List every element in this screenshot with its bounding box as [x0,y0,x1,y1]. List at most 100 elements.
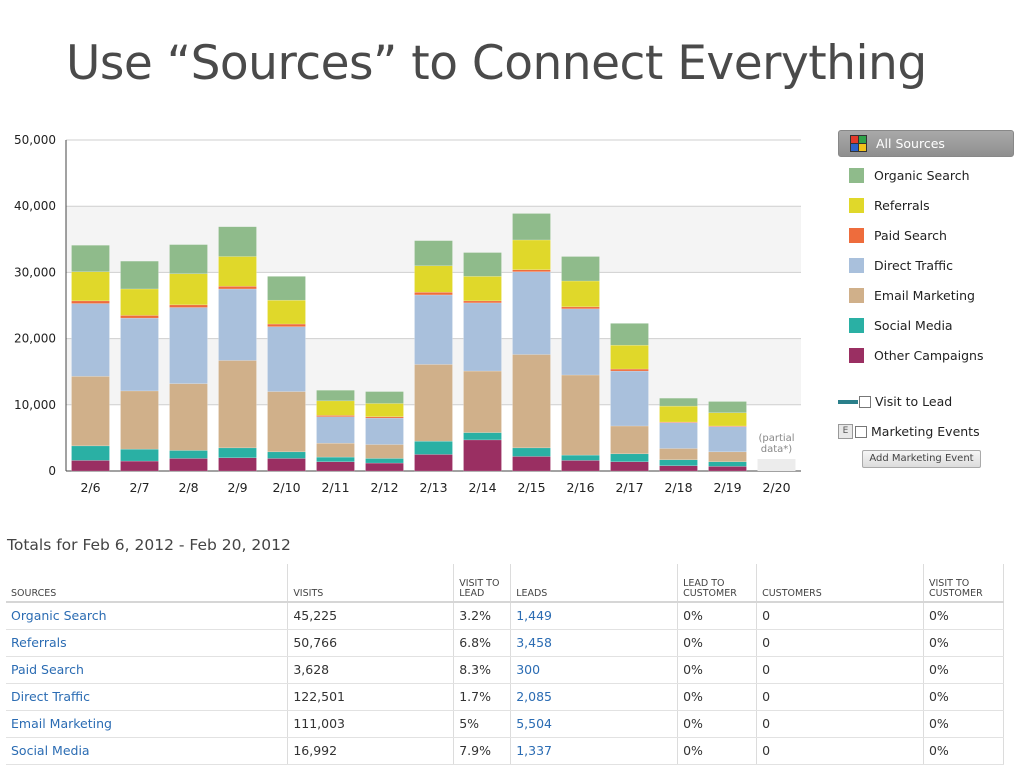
source-link[interactable]: Referrals [6,629,289,657]
event-icon: E [838,424,853,439]
bar-segment-referrals [463,276,502,302]
column-header-visits[interactable]: VISITS [287,564,455,603]
table-cell: 3,628 [287,656,455,684]
column-header-lead-to-customer[interactable]: LEAD TO CUSTOMER [677,564,758,603]
totals-table: SOURCES VISITS VISIT TO LEAD LEADS LEAD TO C… [6,564,1005,765]
leads-link[interactable]: 1,449 [510,602,679,630]
source-link[interactable]: Social Media [6,737,289,765]
bar-segment-referrals [365,403,404,417]
bar-segment-email-marketing [365,444,404,459]
table-cell: 111,003 [287,710,455,738]
legend-item-email-marketing[interactable]: Email Marketing [838,280,1014,310]
leads-link[interactable]: 300 [510,656,679,684]
visit-to-lead-toggle[interactable]: Visit to Lead [838,394,952,409]
table-cell: 45,225 [287,602,455,630]
table-cell: 0 [756,710,924,738]
x-tick-label: 2/13 [419,480,447,495]
leads-link[interactable]: 2,085 [510,683,679,711]
table-cell: 0% [923,629,1005,657]
bar-segment-referrals [218,256,257,287]
table-cell: 0% [923,683,1005,711]
column-header-visit-to-lead[interactable]: VISIT TO LEAD [453,564,512,603]
legend-all-sources-label: All Sources [876,136,945,151]
table-cell: 0% [677,629,758,657]
table-cell: 0% [677,602,758,630]
bar-segment-direct-traffic [659,422,698,449]
legend-all-sources[interactable]: All Sources [838,130,1014,157]
bar-segment-direct-traffic [708,426,747,453]
bar-segment-organic-search [365,391,404,404]
bar-segment-organic-search [169,244,208,274]
table-row: Social Media 16,992 7.9% 1,337 0% 0 0% [6,737,1005,765]
source-link[interactable]: Paid Search [6,656,289,684]
bar-segment-email-marketing [316,442,355,458]
bar-segment-email-marketing [218,360,257,449]
column-header-sources[interactable]: SOURCES [6,564,289,603]
leads-link[interactable]: 3,458 [510,629,679,657]
legend-swatch [849,197,864,213]
legend-item-direct-traffic[interactable]: Direct Traffic [838,250,1014,280]
table-cell: 6.8% [453,629,512,657]
leads-link[interactable]: 5,504 [510,710,679,738]
legend-label: Direct Traffic [874,257,953,273]
bar-segment-paid-search [414,292,453,296]
legend-item-referrals[interactable]: Referrals [838,190,1014,220]
table-cell: 0% [677,710,758,738]
table-cell: 0 [756,656,924,684]
x-tick-label: 2/7 [129,480,149,495]
bar-segment-social-media [414,440,453,455]
bar-segment-paid-search [463,300,502,304]
table-cell: 5% [453,710,512,738]
bar-segment-organic-search [218,226,257,257]
x-tick-label: 2/8 [178,480,198,495]
bar-segment-referrals [169,273,208,306]
table-cell: 0 [756,737,924,765]
bar-segment-paid-search [610,368,649,372]
legend-item-paid-search[interactable]: Paid Search [838,220,1014,250]
leads-link[interactable]: 1,337 [510,737,679,765]
x-tick-label: 2/10 [272,480,300,495]
bar-segment-email-marketing [267,391,306,453]
table-cell: 122,501 [287,683,455,711]
column-header-visit-to-customer[interactable]: VISIT TO CUSTOMER [923,564,1005,603]
bar-segment-referrals [267,299,306,325]
bar-segment-email-marketing [463,370,502,433]
bar-segment-referrals [659,405,698,423]
y-tick-label: 30,000 [14,265,56,279]
totals-table-wrapper: SOURCES VISITS VISIT TO LEAD LEADS LEAD TO C… [6,564,1005,765]
table-header-row: SOURCES VISITS VISIT TO LEAD LEADS LEAD TO C… [6,564,1005,603]
source-link[interactable]: Organic Search [6,602,289,630]
bar-segment-other-campaigns [659,465,698,472]
table-cell: 50,766 [287,629,455,657]
x-tick-label: 2/6 [80,480,100,495]
bar-segment-other-campaigns [169,458,208,472]
table-cell: 1.7% [453,683,512,711]
source-link[interactable]: Direct Traffic [6,683,289,711]
column-header-leads[interactable]: LEADS [510,564,679,603]
bar-segment-paid-search [120,315,159,319]
visit-to-lead-checkbox[interactable] [859,395,871,408]
column-header-customers[interactable]: CUSTOMERS [756,564,924,603]
marketing-events-label: Marketing Events [871,424,980,439]
bar-segment-other-campaigns [512,456,551,472]
bar-segment-referrals [708,412,747,427]
source-link[interactable]: Email Marketing [6,710,289,738]
bar-segment-direct-traffic [71,303,110,377]
legend-item-organic-search[interactable]: Organic Search [838,160,1014,190]
legend-item-other-campaigns[interactable]: Other Campaigns [838,340,1014,370]
x-tick-label: 2/14 [468,480,496,495]
bar-segment-direct-traffic [316,416,355,444]
add-marketing-event-button[interactable]: Add Marketing Event [862,450,981,468]
bar-segment-organic-search [120,260,159,290]
bar-segment-social-media [512,447,551,457]
table-body: Organic Search 45,225 3.2% 1,449 0% 0 0% Referr… [6,602,1005,765]
marketing-events-checkbox[interactable] [855,425,867,438]
bar-segment-organic-search [463,252,502,277]
bar-segment-social-media [71,445,110,461]
table-cell: 16,992 [287,737,455,765]
y-tick-label: 40,000 [14,199,56,213]
bar-segment-referrals [414,265,453,293]
bar-segment-other-campaigns [365,462,404,472]
legend-item-social-media[interactable]: Social Media [838,310,1014,340]
marketing-events-toggle[interactable]: E Marketing Events [838,424,980,439]
